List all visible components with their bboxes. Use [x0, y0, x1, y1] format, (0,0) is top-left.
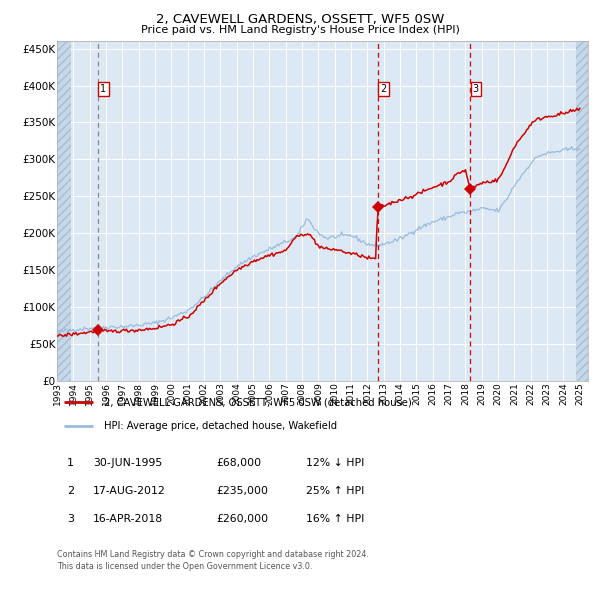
Text: HPI: Average price, detached house, Wakefield: HPI: Average price, detached house, Wake… — [104, 421, 337, 431]
Text: £260,000: £260,000 — [216, 514, 268, 523]
Text: 30-JUN-1995: 30-JUN-1995 — [93, 458, 162, 468]
Text: 12% ↓ HPI: 12% ↓ HPI — [306, 458, 364, 468]
Text: 3: 3 — [473, 84, 479, 94]
Text: 17-AUG-2012: 17-AUG-2012 — [93, 486, 166, 496]
Text: Contains HM Land Registry data © Crown copyright and database right 2024.: Contains HM Land Registry data © Crown c… — [57, 550, 369, 559]
Text: 3: 3 — [67, 514, 74, 523]
Text: This data is licensed under the Open Government Licence v3.0.: This data is licensed under the Open Gov… — [57, 562, 313, 571]
Text: 2, CAVEWELL GARDENS, OSSETT, WF5 0SW (detached house): 2, CAVEWELL GARDENS, OSSETT, WF5 0SW (de… — [104, 398, 412, 408]
Bar — [576, 41, 588, 381]
Text: 1: 1 — [100, 84, 106, 94]
Text: £68,000: £68,000 — [216, 458, 261, 468]
Text: 2: 2 — [380, 84, 386, 94]
Text: 1: 1 — [67, 458, 74, 468]
Bar — [57, 41, 71, 381]
Text: 2, CAVEWELL GARDENS, OSSETT, WF5 0SW: 2, CAVEWELL GARDENS, OSSETT, WF5 0SW — [156, 13, 444, 26]
Text: £235,000: £235,000 — [216, 486, 268, 496]
Text: Price paid vs. HM Land Registry's House Price Index (HPI): Price paid vs. HM Land Registry's House … — [140, 25, 460, 35]
Text: 25% ↑ HPI: 25% ↑ HPI — [306, 486, 364, 496]
Text: 16% ↑ HPI: 16% ↑ HPI — [306, 514, 364, 523]
Text: 16-APR-2018: 16-APR-2018 — [93, 514, 163, 523]
Text: 2: 2 — [67, 486, 74, 496]
